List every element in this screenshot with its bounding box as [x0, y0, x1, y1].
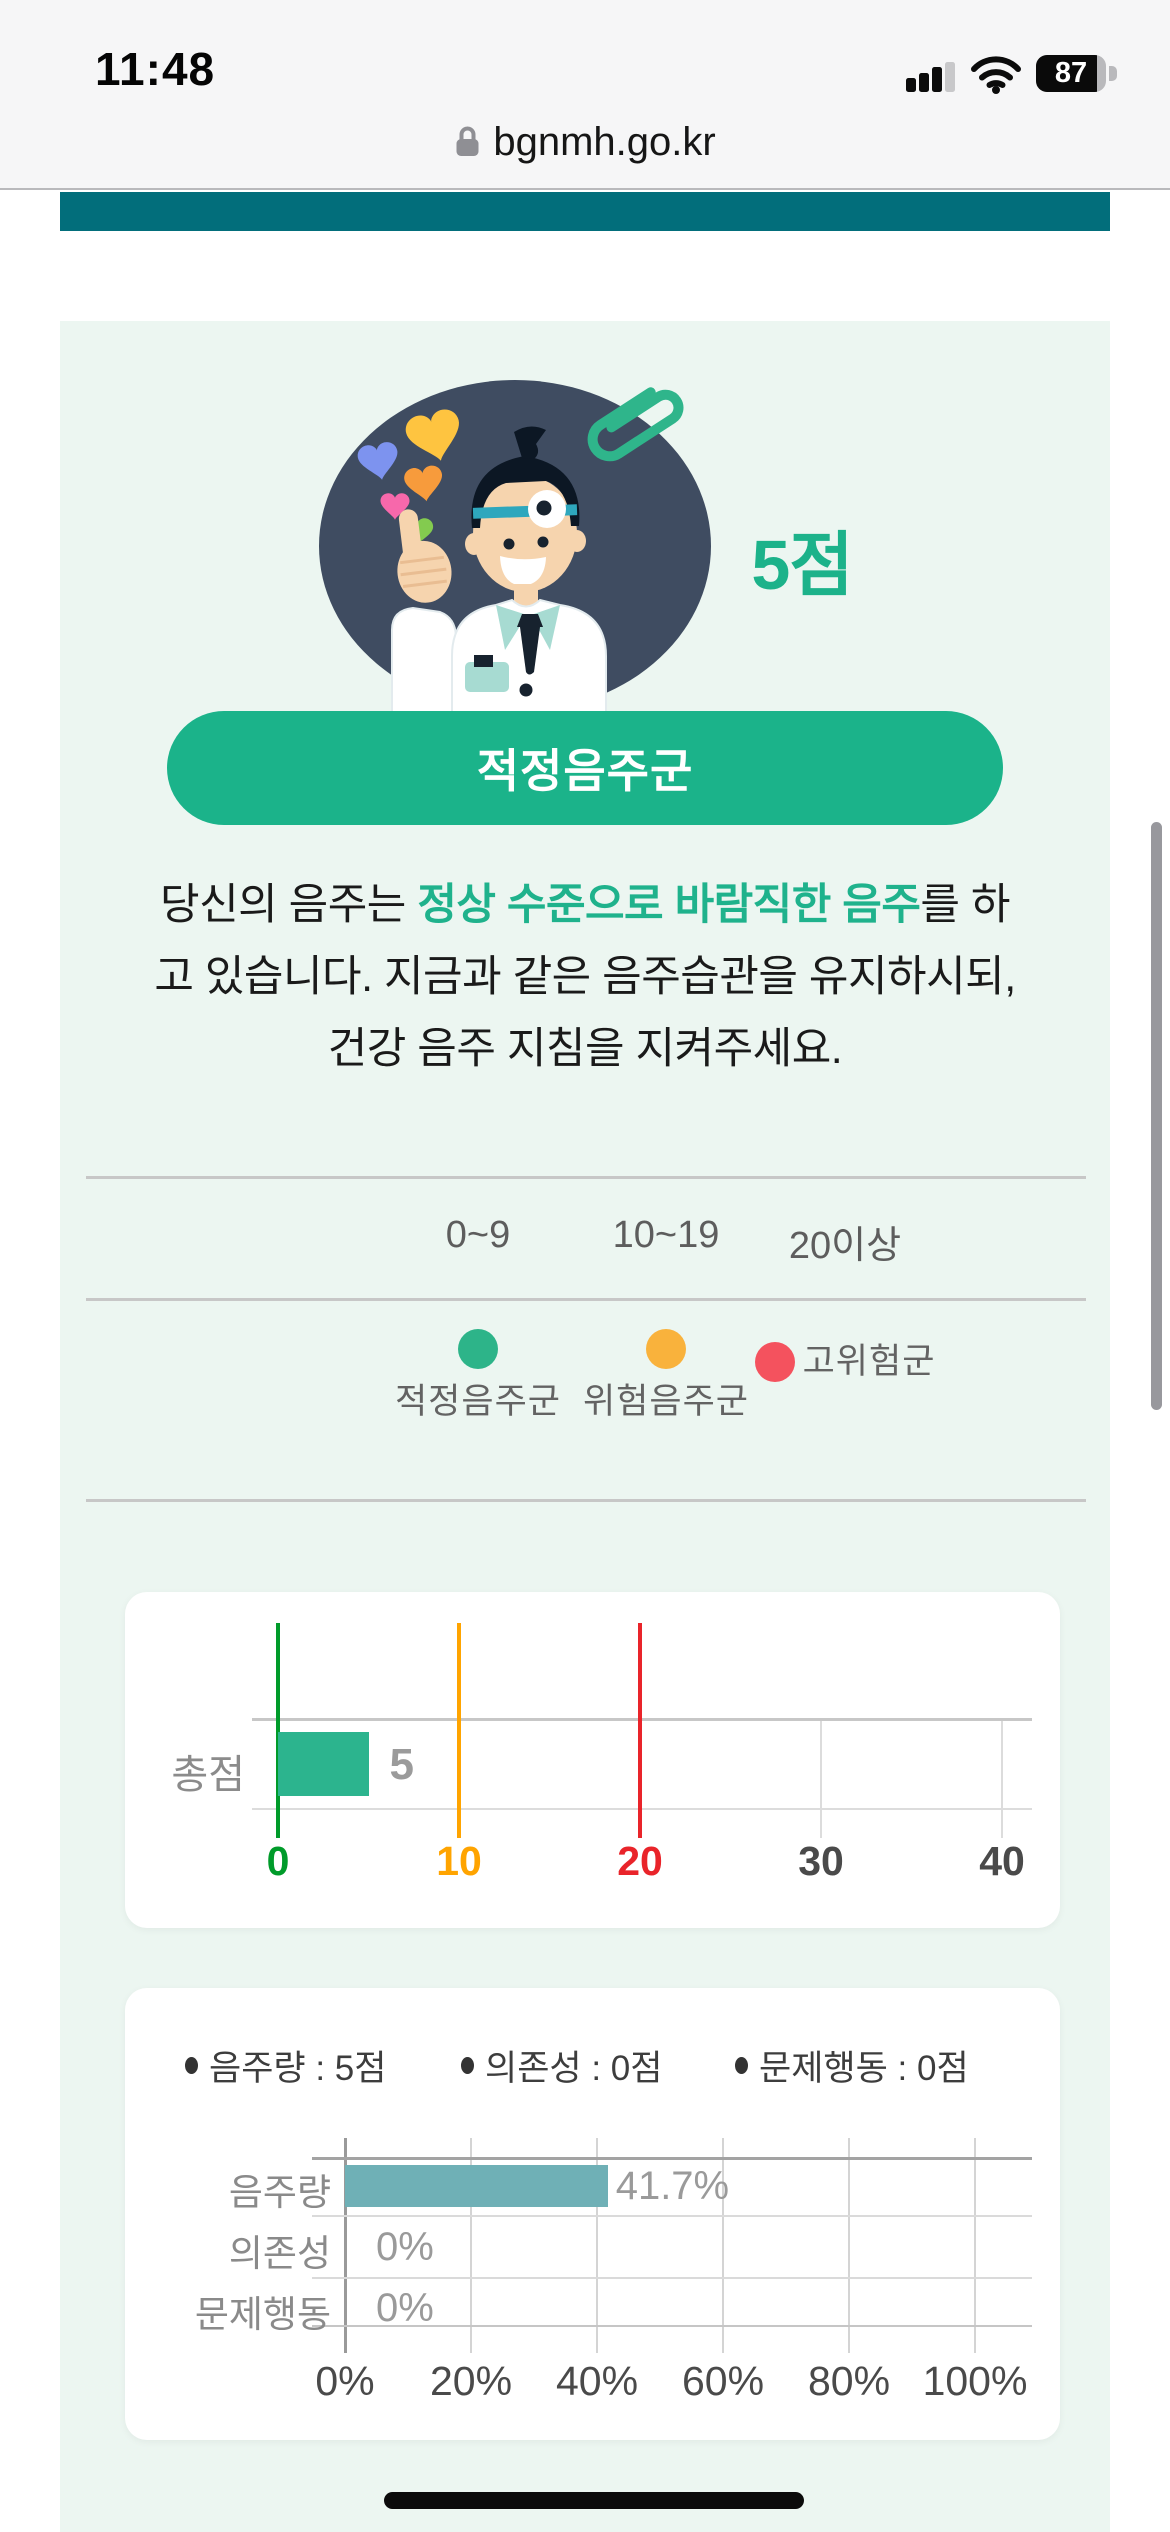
paperclip-icon: [587, 387, 684, 462]
risk-legend-dot: [646, 1329, 686, 1369]
table-divider: [86, 1176, 1086, 1179]
score-bar-value: 5: [389, 1740, 414, 1789]
battery-fill: [1036, 55, 1097, 92]
chart-legend-item: 음주량 : 5점: [185, 2040, 386, 2091]
battery-icon: 87: [1036, 55, 1106, 92]
risk-legend-item: 고위험군: [750, 1329, 940, 1395]
message-text: 건강 음주 지침을 지켜주세요.: [327, 1025, 843, 1073]
chart-category-label: 의존성: [228, 2233, 331, 2274]
risk-legend-label: 적정음주군: [394, 1382, 561, 1421]
risk-legend-label: 위험음주군: [582, 1382, 749, 1421]
percentage-bar-value: 0%: [376, 2225, 434, 2269]
category-label: 적정음주군: [476, 745, 694, 797]
plot-gridline-vertical: [1001, 1721, 1003, 1838]
axis-tick-label: 20: [617, 1838, 663, 1884]
score-bar: [278, 1732, 369, 1796]
chart-category-label: 음주량: [228, 2172, 331, 2213]
message-text: 당신의 음주는: [160, 881, 418, 929]
plot-border-bottom: [312, 2325, 1032, 2327]
threshold-line: [457, 1623, 461, 1838]
result-message: 당신의 음주는 정상 수준으로 바람직한 음주를 하 고 있습니다. 지금과 같…: [85, 869, 1085, 1085]
risk-legend-dot: [754, 1342, 795, 1382]
range-value: 20이상: [788, 1225, 902, 1267]
plot-gridline-vertical: [848, 2138, 850, 2353]
row-separator: [312, 2277, 1032, 2279]
status-time: 11:48: [95, 43, 216, 95]
y-axis-line: [343, 2138, 347, 2353]
risk-legend-item: 적정음주군: [383, 1329, 573, 1435]
axis-tick-label: 20%: [429, 2358, 513, 2404]
result-panel: 5점 적정음주군 당신의 음주는 정상 수준으로 바람직한 음주를 하 고 있습…: [60, 321, 1110, 2532]
threshold-line: [638, 1623, 642, 1838]
axis-tick-label: 80%: [807, 2358, 891, 2404]
table-divider: [86, 1298, 1086, 1301]
site-header-bar: [60, 192, 1110, 231]
doctor-thumbs-up-illustration: [319, 380, 711, 780]
plot-border-top: [312, 2157, 1032, 2160]
axis-tick-label: 40%: [555, 2358, 639, 2404]
plot-gridline-bottom: [252, 1808, 1032, 1810]
risk-legend-label: 고위험군: [802, 1342, 936, 1381]
risk-legend-item: 위험음주군: [571, 1329, 761, 1435]
plot-gridline-vertical: [596, 2138, 598, 2353]
risk-legend-dot: [458, 1329, 498, 1369]
home-indicator[interactable]: [384, 2492, 804, 2509]
lock-icon: [456, 126, 479, 156]
axis-tick-label: 40: [979, 1838, 1025, 1884]
table-divider: [86, 1499, 1086, 1502]
range-value: 0~9: [445, 1214, 511, 1256]
percentage-bar-value: 0%: [376, 2286, 434, 2330]
threshold-line: [276, 1623, 280, 1838]
percentage-bar: [345, 2165, 608, 2207]
axis-tick-label: 30: [798, 1838, 844, 1884]
message-text: 를 하: [920, 881, 1010, 929]
chart-legend-item: 의존성 : 0점: [461, 2040, 662, 2091]
axis-tick-label: 0: [266, 1838, 290, 1884]
chart-legend-dot: [461, 2057, 474, 2074]
wifi-icon: [971, 56, 1021, 94]
chart-category-label: 총점: [171, 1753, 245, 1797]
browser-top-chrome: 11:48 87 bgnmh.go.kr: [0, 0, 1170, 190]
battery-percent: 87: [1054, 57, 1088, 89]
chart-legend-item: 문제행동 : 0점: [735, 2040, 969, 2091]
total-score-chart: 총점 5 0 10 20 30 40: [125, 1592, 1060, 1928]
plot-gridline-vertical: [974, 2138, 976, 2353]
plot-gridline-vertical: [470, 2138, 472, 2353]
axis-tick-label: 0%: [315, 2358, 375, 2404]
chart-legend-label: 음주량 : 5점: [209, 2049, 387, 2088]
url-bar[interactable]: bgnmh.go.kr: [0, 112, 1170, 172]
cellular-signal-icon: [906, 62, 955, 92]
page-scrollbar[interactable]: [1151, 822, 1162, 1410]
axis-tick-label: 100%: [922, 2358, 1028, 2404]
category-badge: 적정음주군: [167, 711, 1003, 825]
axis-tick-label: 60%: [681, 2358, 765, 2404]
chart-legend-label: 의존성 : 0점: [485, 2049, 663, 2088]
message-text: 고 있습니다. 지금과 같은 음주습관을 유지하시되,: [154, 953, 1016, 1001]
plot-gridline-vertical: [820, 1721, 822, 1838]
url-domain: bgnmh.go.kr: [493, 119, 716, 164]
score-value: 5점: [751, 526, 853, 604]
plot-gridline-vertical: [722, 2138, 724, 2353]
chart-legend-dot: [185, 2057, 198, 2074]
chart-category-label: 문제행동: [194, 2294, 331, 2335]
chart-legend-label: 문제행동 : 0점: [759, 2049, 969, 2088]
message-highlight: 정상 수준으로 바람직한 음주: [417, 881, 921, 929]
axis-tick-label: 10: [436, 1838, 482, 1884]
percentage-bar-value: 41.7%: [615, 2164, 730, 2208]
battery-nub: [1109, 66, 1117, 81]
plot-gridline-top: [252, 1718, 1032, 1721]
chart-legend-dot: [735, 2057, 748, 2074]
range-value: 10~19: [612, 1214, 720, 1256]
row-separator: [312, 2215, 1032, 2217]
